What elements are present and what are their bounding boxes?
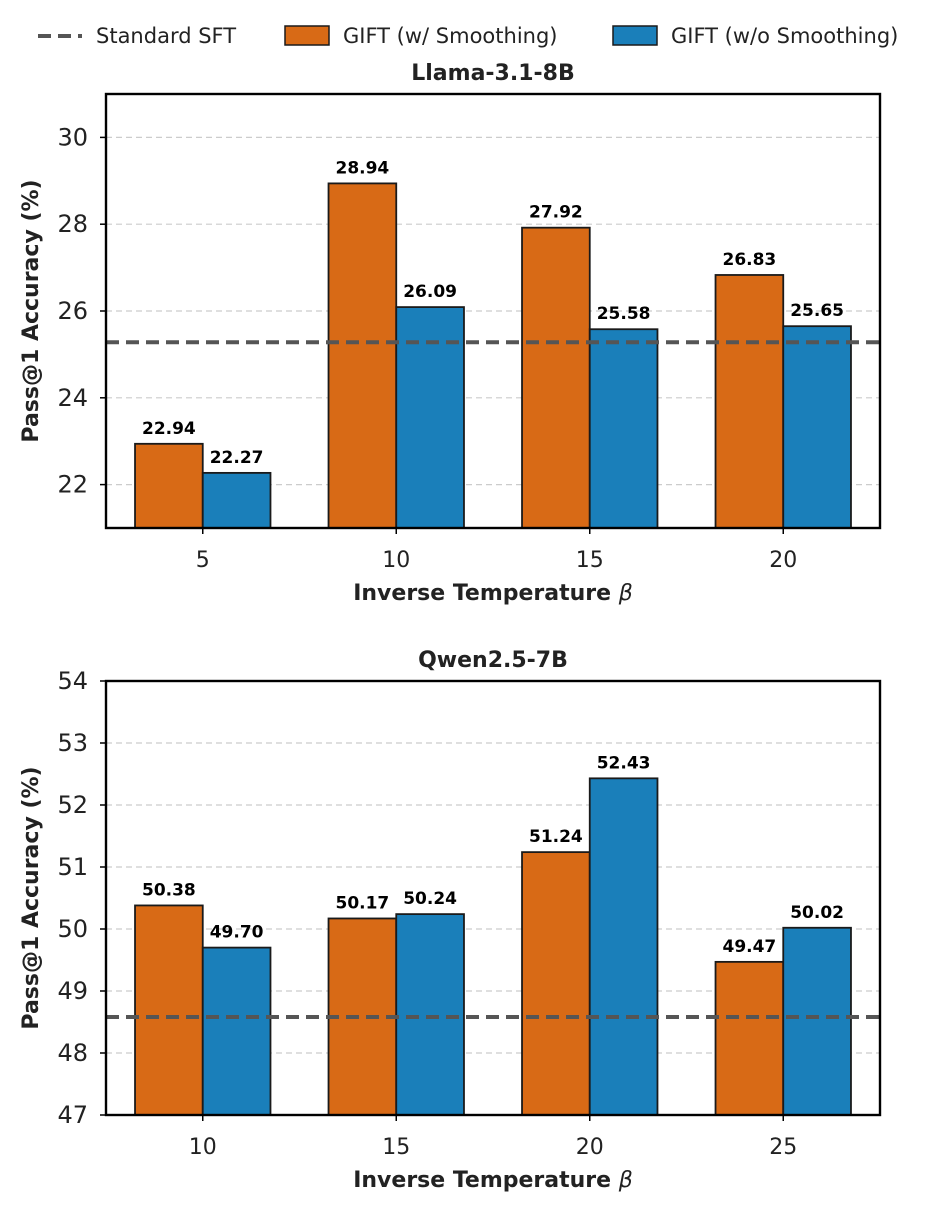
y-axis-label: Pass@1 Accuracy (%)	[19, 179, 44, 442]
bar-with-smoothing	[134, 904, 204, 1116]
bar-with-smoothing	[521, 226, 591, 529]
data-label: 49.47	[722, 937, 776, 957]
chart-qwen: 50.38 50.17 51.24 49.47 49.70 50.24 52.43 50.02…	[19, 648, 882, 1193]
bar-with-smoothing	[327, 182, 398, 529]
plot-frame	[104, 679, 882, 1117]
bar-without-smoothing	[782, 325, 852, 529]
y-tick-label: 26	[57, 297, 88, 325]
y-tick-label: 30	[57, 123, 88, 151]
y-tick-label: 49	[57, 977, 88, 1005]
y-tick-label: 53	[57, 729, 88, 757]
legend-with-smoothing-swatch	[284, 25, 330, 46]
data-label: 51.24	[529, 827, 583, 847]
chart-title: Qwen2.5-7B	[418, 648, 568, 673]
bar-without-smoothing	[588, 328, 659, 529]
y-tick-label: 28	[57, 210, 88, 238]
legend-without-smoothing-swatch	[612, 25, 658, 46]
y-tick-label: 50	[57, 915, 88, 943]
y-tick-label: 24	[57, 384, 88, 412]
x-axis-label: Inverse Temperature β	[353, 1168, 633, 1193]
chart-title: Llama-3.1-8B	[411, 61, 575, 86]
y-tick-label: 22	[57, 471, 88, 499]
data-label: 26.09	[403, 282, 457, 302]
x-tick-label: 15	[576, 548, 604, 573]
legend: Standard SFT GIFT (w/ Smoothing) GIFT (w…	[38, 24, 898, 48]
bar-with-smoothing	[327, 917, 398, 1116]
bar-without-smoothing	[395, 306, 465, 529]
x-tick-label: 20	[769, 548, 797, 573]
legend-without-smoothing-label: GIFT (w/o Smoothing)	[671, 24, 898, 48]
y-tick-label: 48	[57, 1039, 88, 1067]
bar-with-smoothing	[714, 960, 785, 1116]
bar-with-smoothing	[521, 851, 591, 1116]
data-label: 50.02	[790, 903, 844, 923]
y-tick-label: 47	[57, 1101, 88, 1129]
data-label: 50.38	[142, 880, 196, 900]
bar-with-smoothing	[134, 442, 204, 529]
y-tick-label: 54	[57, 667, 88, 695]
data-label: 22.94	[142, 419, 196, 439]
y-tick-label: 51	[57, 853, 88, 881]
bar-without-smoothing	[201, 946, 272, 1116]
data-label: 49.70	[210, 923, 264, 943]
x-axis-label: Inverse Temperature β	[353, 581, 633, 606]
data-label: 25.65	[790, 301, 844, 321]
x-tick-label: 5	[196, 548, 210, 573]
bar-without-smoothing	[782, 926, 852, 1116]
x-tick-label: 10	[189, 1135, 217, 1160]
data-label: 50.17	[335, 893, 389, 913]
bar-without-smoothing	[395, 913, 465, 1116]
bar-without-smoothing	[588, 777, 659, 1116]
data-label: 50.24	[403, 889, 457, 909]
bar-with-smoothing	[714, 274, 785, 529]
data-label: 22.27	[210, 448, 264, 468]
chart-llama: 22.94 28.94 27.92 26.83 22.27 26.09 25.58 25.65…	[19, 61, 882, 606]
x-tick-label: 25	[769, 1135, 797, 1160]
data-label: 26.83	[722, 250, 776, 270]
data-label: 27.92	[529, 203, 583, 223]
y-axis-label: Pass@1 Accuracy (%)	[19, 766, 44, 1029]
x-tick-label: 10	[382, 548, 410, 573]
x-tick-label: 20	[576, 1135, 604, 1160]
y-tick-label: 52	[57, 791, 88, 819]
legend-baseline-label: Standard SFT	[96, 24, 236, 48]
bar-without-smoothing	[201, 471, 272, 529]
data-label: 25.58	[597, 304, 651, 324]
data-label: 28.94	[335, 158, 389, 178]
x-tick-label: 15	[382, 1135, 410, 1160]
legend-with-smoothing-label: GIFT (w/ Smoothing)	[343, 24, 558, 48]
data-label: 52.43	[597, 753, 651, 773]
